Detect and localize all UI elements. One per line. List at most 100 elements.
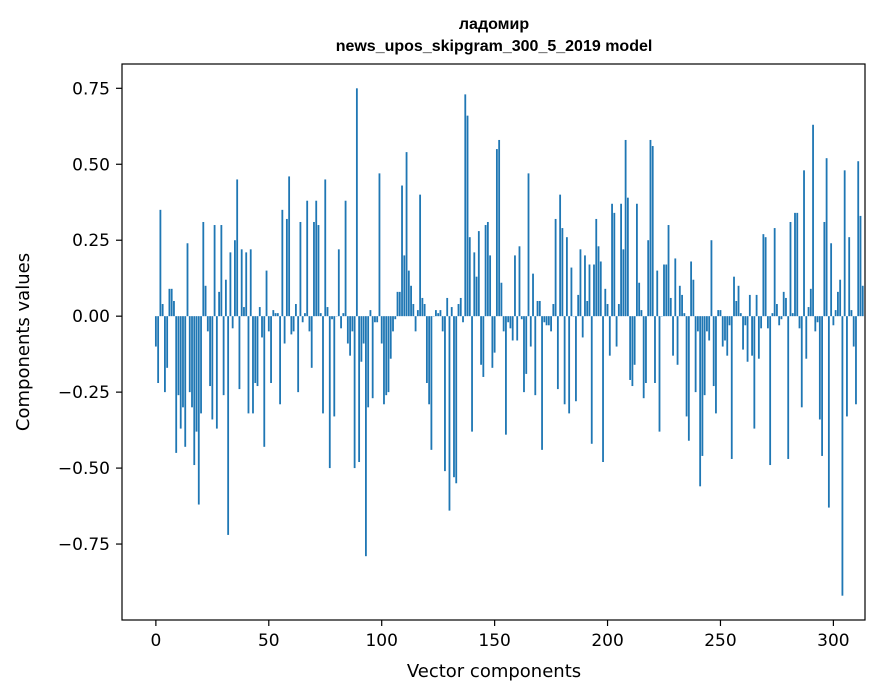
bar [794,212,796,317]
bar [254,316,257,384]
bar [342,313,345,317]
bar [215,316,218,429]
bar [297,316,300,393]
bar [584,255,586,317]
bar [769,316,772,466]
bar [489,255,492,317]
bar [200,316,202,414]
bar [773,228,776,317]
bar [667,225,670,317]
bar [703,316,706,396]
bar [577,294,580,317]
bar [258,307,261,317]
x-tick-label: 200 [591,631,623,651]
bar [706,316,708,332]
bar [855,316,857,405]
bar [182,316,184,408]
bar [231,316,234,329]
bar [398,291,401,317]
bar [663,264,665,317]
bar [816,316,819,323]
bar [534,316,537,396]
bar [681,294,683,317]
y-axis-label: Components values [13,253,34,431]
bar [204,285,207,317]
bar [459,297,462,317]
bar [317,225,320,317]
bar [328,316,331,469]
bar [543,316,546,323]
bar [608,316,611,356]
bar [791,313,794,317]
bar [807,307,810,317]
bar [407,270,410,317]
bar [532,273,534,317]
bar [812,124,814,317]
bar [197,316,200,505]
bar [193,316,196,466]
bar [651,146,654,317]
bar [789,221,792,317]
bar [832,316,835,326]
bar [358,316,361,463]
bar [229,252,232,317]
bar [184,316,187,447]
bar [590,316,593,444]
bar [850,310,853,317]
bar [834,310,837,317]
bar [685,316,688,417]
bar [764,237,767,317]
bar [355,88,358,317]
bar [466,115,469,317]
bar [669,297,672,317]
bar [191,316,193,408]
bar [256,316,259,387]
bar [385,316,388,396]
bar [514,255,516,317]
bar [751,316,753,356]
bar [247,316,250,414]
bar [360,316,363,362]
bar [376,316,379,323]
bar [575,316,577,402]
bar [626,197,629,317]
bar [161,304,164,317]
bar [482,316,485,377]
bar [678,285,681,317]
bar [755,294,758,317]
bar [313,221,315,317]
bar [622,249,625,317]
bar [462,316,464,323]
bar [837,291,839,317]
bar [541,316,543,450]
bar [606,304,609,317]
bar [787,316,790,459]
bar [292,316,295,332]
bar [367,316,370,408]
bar [416,310,419,317]
bar [164,316,166,393]
bar [778,316,781,326]
x-tick-label: 150 [478,631,510,651]
bar [620,203,622,317]
bar [674,258,677,317]
bar [294,304,297,317]
bar [324,179,327,317]
bar [331,316,333,320]
bar [480,316,482,365]
bar [852,316,855,347]
bar [154,316,157,347]
bar [344,200,347,317]
bar [333,316,336,417]
bar [647,240,650,317]
bar [159,209,162,317]
bar [518,246,521,317]
bar [285,218,288,317]
bar [315,200,318,317]
bar [715,316,717,414]
bar [177,316,180,396]
bar [396,291,399,317]
y-tick-label: −0.50 [58,459,110,479]
bar [267,316,270,332]
